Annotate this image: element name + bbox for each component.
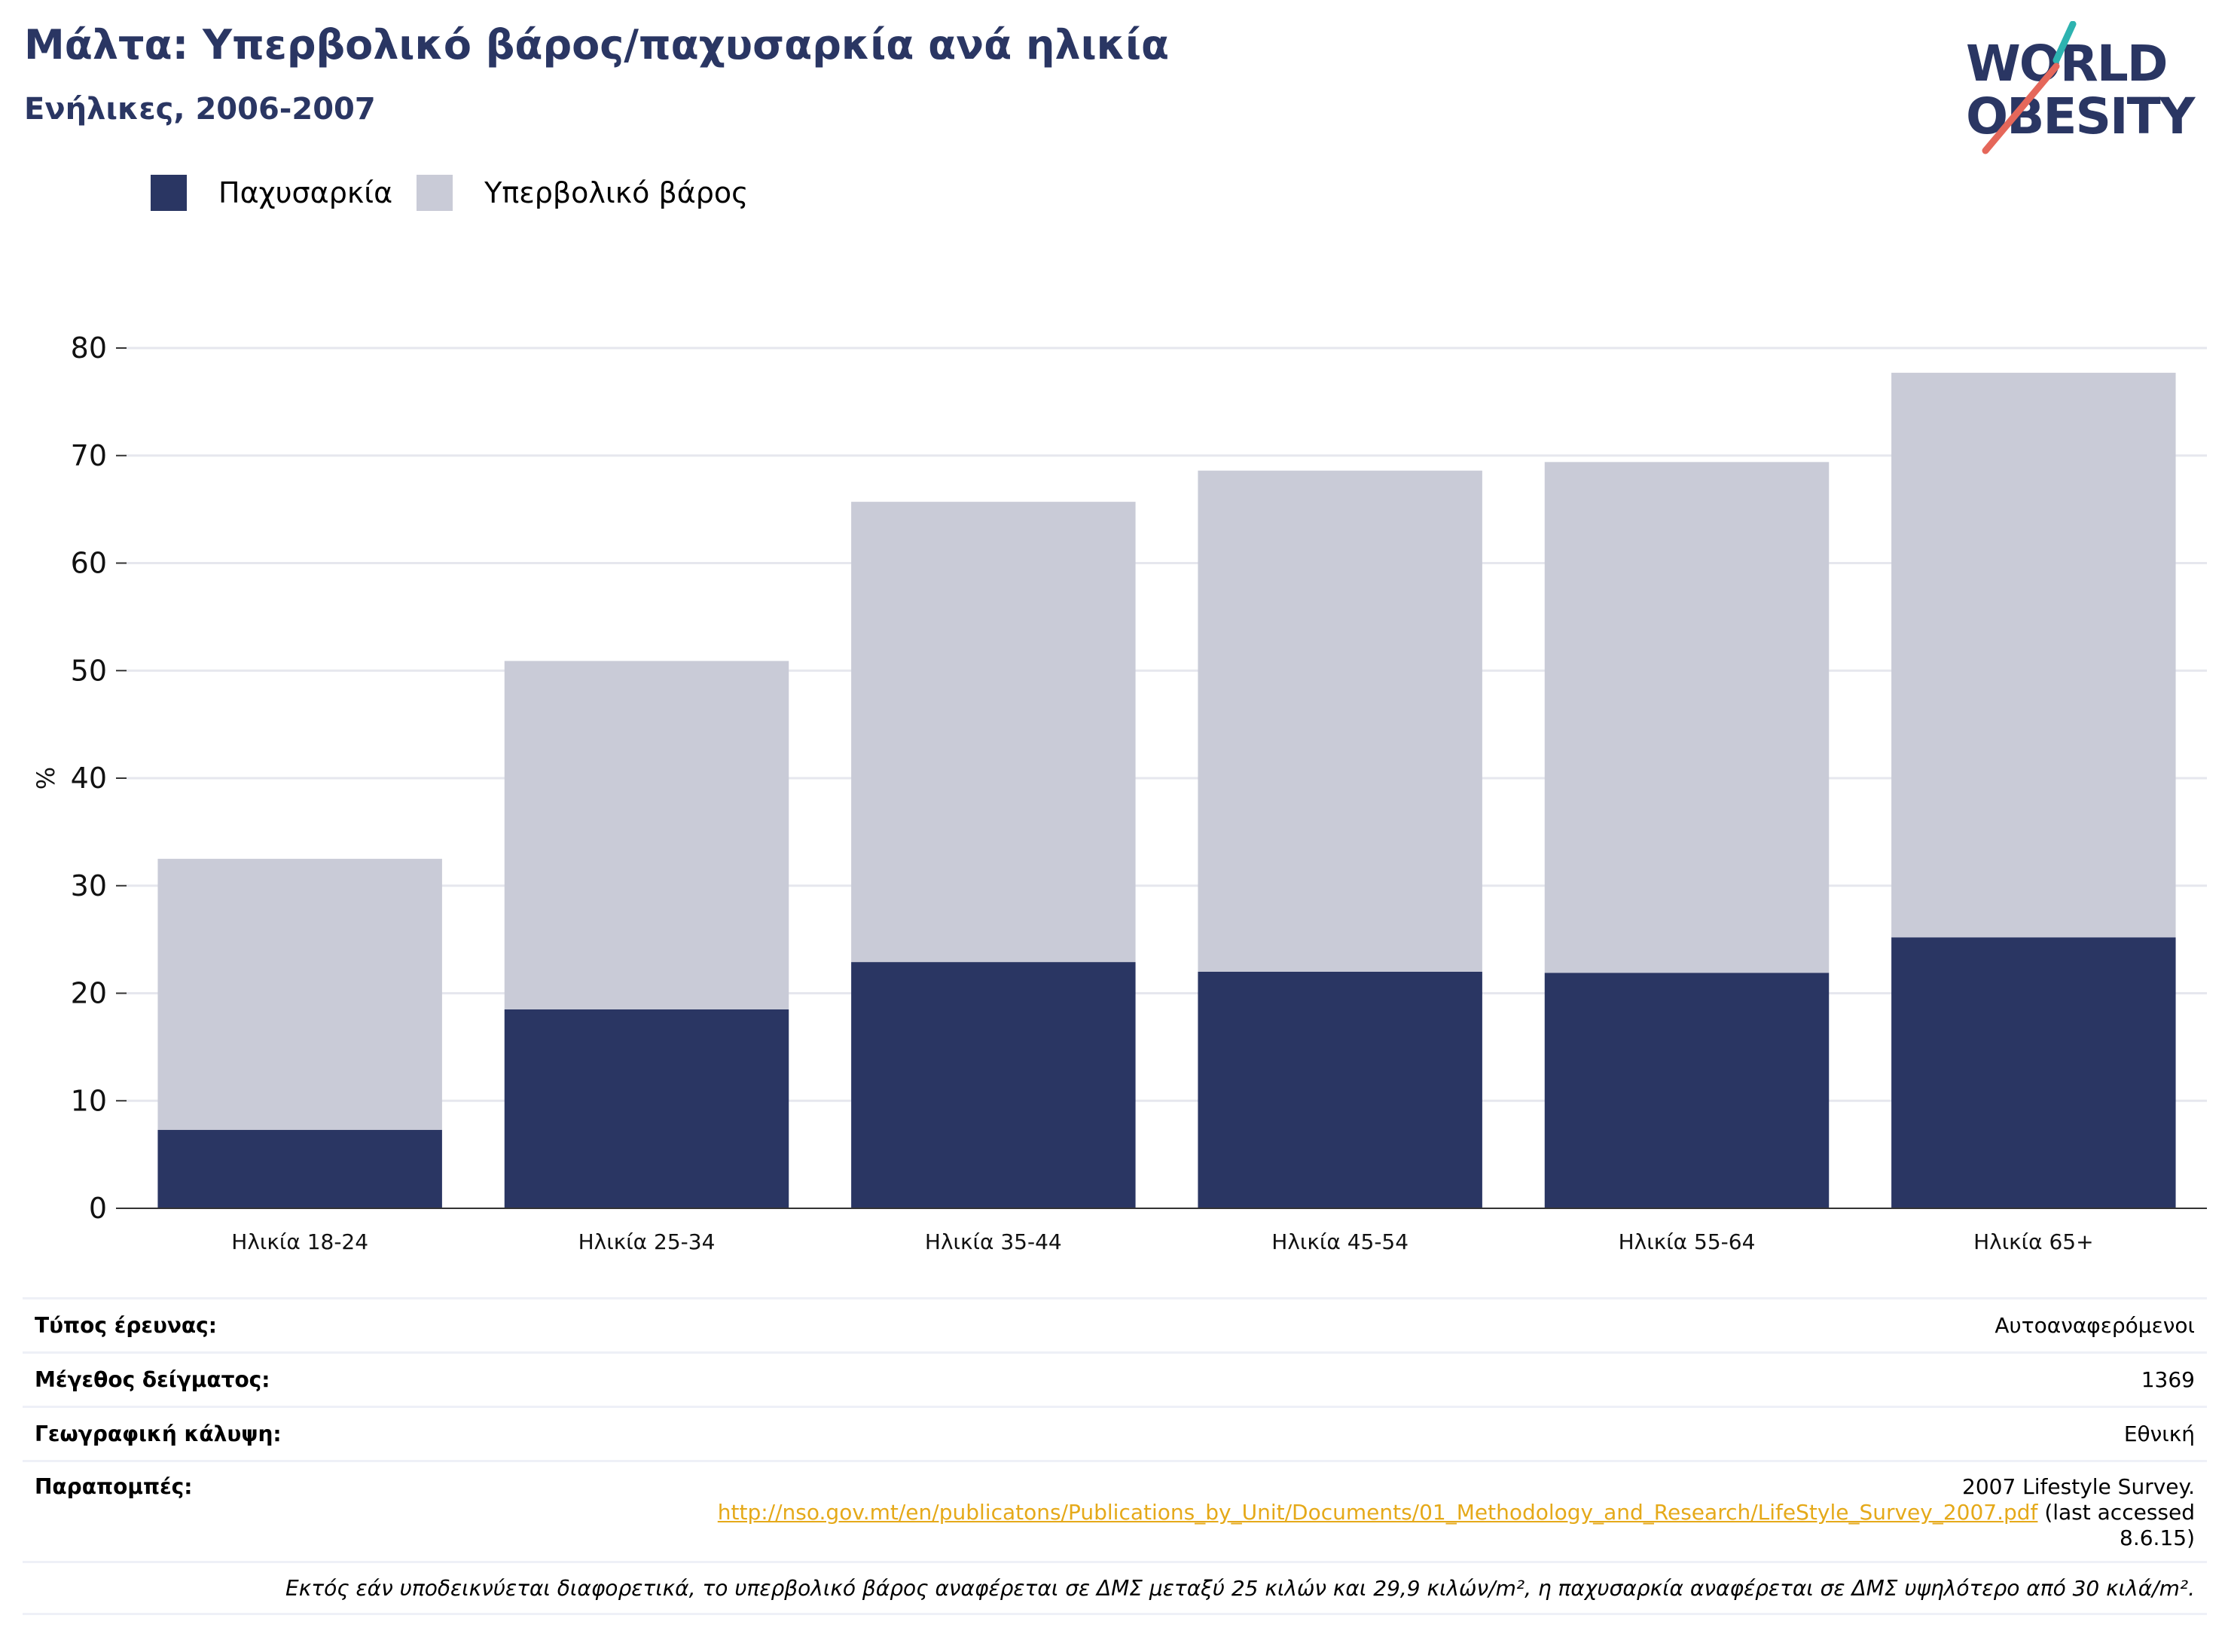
- sample-size-value: 1369: [2141, 1367, 2195, 1392]
- legend-item-overweight[interactable]: Υπερβολικό βάρος: [417, 175, 748, 211]
- bar-obesity: [157, 1129, 442, 1208]
- bar-obesity: [1198, 971, 1482, 1208]
- references-label: Παραπομπές:: [35, 1474, 193, 1499]
- x-tick-label: Ηλικία 35-44: [925, 1229, 1062, 1250]
- world-obesity-logo: WORLD OBESITY: [1966, 21, 2214, 157]
- metadata-table: Τύπος έρευνας: Αυτοαναφερόμενοι Μέγεθος …: [23, 1297, 2207, 1615]
- y-tick-label: 70: [71, 439, 107, 472]
- references-value: 2007 Lifestyle Survey. http://nso.gov.mt…: [718, 1474, 2195, 1551]
- meta-row-sample-size: Μέγεθος δείγματος: 1369: [23, 1351, 2207, 1406]
- coverage-label: Γεωγραφική κάλυψη:: [35, 1421, 282, 1446]
- bar-overweight: [504, 661, 789, 1009]
- references-link[interactable]: http://nso.gov.mt/en/publicatons/Publica…: [717, 1500, 2038, 1525]
- y-axis-label: %: [32, 767, 60, 789]
- references-after-link: (last accessed: [2037, 1500, 2195, 1525]
- y-tick-label: 10: [71, 1084, 107, 1117]
- legend: Παχυσαρκία Υπερβολικό βάρος: [151, 173, 772, 212]
- chart-subtitle: Ενήλικες, 2006-2007: [24, 92, 376, 127]
- x-tick-label: Ηλικία 25-34: [578, 1229, 716, 1250]
- legend-swatch-overweight: [417, 175, 453, 211]
- y-tick-label: 40: [71, 762, 107, 795]
- y-tick-label: 20: [71, 977, 107, 1010]
- meta-row-note: Εκτός εάν υποδεικνύεται διαφορετικά, το …: [23, 1561, 2207, 1615]
- x-tick-label: Ηλικία 65+: [1973, 1229, 2094, 1250]
- bar-overweight: [1198, 470, 1482, 972]
- survey-type-value: Αυτοαναφερόμενοι: [1995, 1313, 2195, 1338]
- meta-row-references: Παραπομπές: 2007 Lifestyle Survey. http:…: [23, 1460, 2207, 1561]
- bar-obesity: [851, 962, 1136, 1208]
- bar-obesity: [1891, 937, 2176, 1208]
- definition-note: Εκτός εάν υποδεικνύεται διαφορετικά, το …: [285, 1575, 2195, 1601]
- legend-label-overweight: Υπερβολικό βάρος: [484, 176, 749, 209]
- x-tick-label: Ηλικία 55-64: [1619, 1229, 1756, 1250]
- survey-type-label: Τύπος έρευνας:: [35, 1313, 217, 1338]
- bar-obesity: [1544, 973, 1830, 1208]
- bar-chart: 0 10 20 30 40 50 60 70 80% Ηλικία 18-24 Ηλικία 25-…: [32, 331, 2207, 1250]
- chart-title: Μάλτα: Υπερβολικό βάρος/παχυσαρκία ανά η…: [24, 21, 1170, 69]
- y-tick-label: 0: [89, 1192, 107, 1225]
- legend-label-obesity: Παχυσαρκία: [218, 176, 393, 209]
- logo-slash-icon: [1982, 21, 2077, 154]
- coverage-value: Εθνική: [2123, 1421, 2195, 1446]
- references-line-2: http://nso.gov.mt/en/publicatons/Publica…: [718, 1500, 2195, 1525]
- x-tick-label: Ηλικία 45-54: [1271, 1229, 1409, 1250]
- legend-item-obesity[interactable]: Παχυσαρκία: [151, 175, 392, 211]
- logo-line-2: OBESITY: [1966, 87, 2195, 145]
- meta-row-coverage: Γεωγραφική κάλυψη: Εθνική: [23, 1406, 2207, 1460]
- x-tick-label: Ηλικία 18-24: [231, 1229, 368, 1250]
- legend-swatch-obesity: [151, 175, 187, 211]
- y-tick-label: 30: [71, 869, 107, 902]
- bar-obesity: [504, 1009, 789, 1208]
- meta-row-survey-type: Τύπος έρευνας: Αυτοαναφερόμενοι: [23, 1297, 2207, 1351]
- bar-overweight: [851, 502, 1136, 963]
- bar-overweight: [1544, 462, 1830, 973]
- y-tick-label: 60: [71, 547, 107, 580]
- y-tick-label: 80: [71, 331, 107, 365]
- bar-overweight: [1891, 372, 2176, 938]
- sample-size-label: Μέγεθος δείγματος:: [35, 1367, 270, 1392]
- y-tick-label: 50: [71, 654, 107, 687]
- references-line-1: 2007 Lifestyle Survey.: [1962, 1474, 2195, 1499]
- bar-overweight: [157, 859, 442, 1130]
- references-line-3: 8.6.15): [2120, 1525, 2195, 1550]
